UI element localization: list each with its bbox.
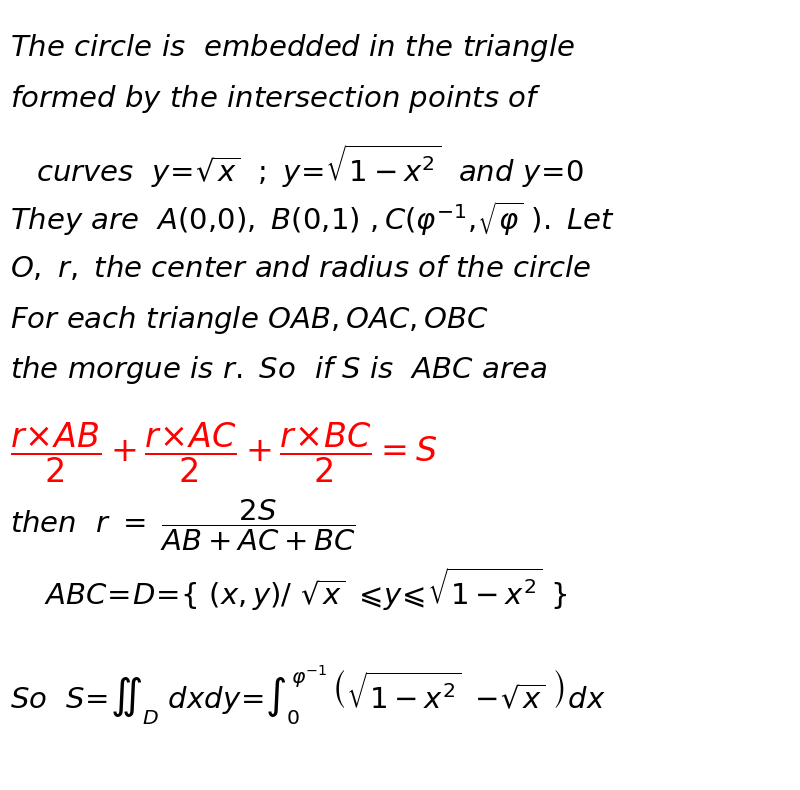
Text: $\mathit{then}\ \ r\ =\ \dfrac{2S}{AB+AC+BC}$: $\mathit{then}\ \ r\ =\ \dfrac{2S}{AB+AC… — [10, 498, 355, 553]
Text: $\dfrac{r\!\times\! AB}{2}+\dfrac{r\!\times\! AC}{2}+\dfrac{r\!\times\! BC}{2}=S: $\dfrac{r\!\times\! AB}{2}+\dfrac{r\!\ti… — [10, 420, 437, 485]
Text: $O,\ r,\ \mathit{the\ center\ and\ radius\ of\ the\ circle}$: $O,\ r,\ \mathit{the\ center\ and\ radiu… — [10, 254, 591, 284]
Text: $\mathit{The\ circle\ is\ \ embedded\ in\ the\ triangle}$: $\mathit{The\ circle\ is\ \ embedded\ in… — [10, 32, 574, 64]
Text: $\mathit{For\ each\ triangle}\ OAB,OAC,OBC$: $\mathit{For\ each\ triangle}\ OAB,OAC,O… — [10, 304, 488, 337]
Text: $\mathit{So}\ \ S\!=\!\iint_{D}\ dxdy\!=\!\int_0^{\varphi^{-1}}\ \!\left(\sqrt{1: $\mathit{So}\ \ S\!=\!\iint_{D}\ dxdy\!=… — [10, 664, 605, 727]
Text: $\mathit{curves}\ \ y\!=\!\sqrt{x}\ \ ;\ y\!=\!\sqrt{1-x^2}\ \ \mathit{and}\ y\!: $\mathit{curves}\ \ y\!=\!\sqrt{x}\ \ ;\… — [36, 142, 584, 190]
Text: $\mathit{formed\ by\ the\ intersection\ points\ of}$: $\mathit{formed\ by\ the\ intersection\ … — [10, 83, 541, 115]
Text: $ABC\!=\!D\!=\!\{\ (x,y)/\ \sqrt{x}\ \leqslant\! y\!\leqslant\!\sqrt{1-x^2}\ \}$: $ABC\!=\!D\!=\!\{\ (x,y)/\ \sqrt{x}\ \le… — [44, 565, 567, 612]
Text: $\mathit{They\ are}\ \ A(0{,}0),\ B(0{,}1)\ ,C(\varphi^{-1},\!\sqrt{\varphi}\ ).: $\mathit{They\ are}\ \ A(0{,}0),\ B(0{,}… — [10, 199, 614, 238]
Text: $\mathit{the\ morgue\ is}\ r.\ \mathit{So}\ \ \mathit{if}\ S\ \mathit{is}\ \ ABC: $\mathit{the\ morgue\ is}\ r.\ \mathit{S… — [10, 354, 547, 386]
